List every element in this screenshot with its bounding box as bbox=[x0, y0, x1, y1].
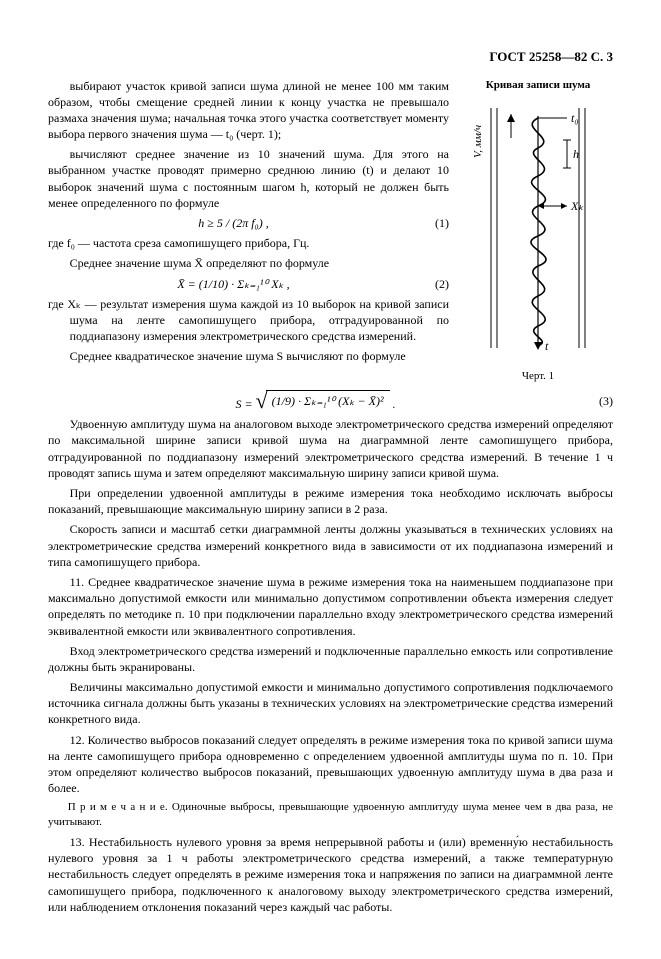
eqnum-1: (1) bbox=[419, 215, 449, 231]
formula-2: X̄ = (1/10) · Σₖ₌₁¹⁰ Xₖ , bbox=[48, 276, 419, 292]
para-13: 12. Количество выбросов показаний следуе… bbox=[48, 732, 613, 797]
note-1: П р и м е ч а н и е. Одиночные выбросы, … bbox=[48, 800, 613, 830]
figure-label-xk: Xₖ bbox=[570, 199, 584, 213]
para-9: Скорость записи и масштаб сетки диаграмм… bbox=[48, 521, 613, 570]
figure-label-h: h bbox=[573, 147, 579, 161]
para-12: Величины максимально допустимой емкости … bbox=[48, 679, 613, 728]
text-left-col: выбирают участок кривой записи шума длин… bbox=[48, 78, 449, 369]
page-header: ГОСТ 25258—82 С. 3 bbox=[48, 48, 613, 66]
figure-label-y: V, мм/ч bbox=[472, 125, 484, 158]
formula-3-row: S = √ (1/9) · Σₖ₌₁¹⁰ (Xₖ − X̄)² . (3) bbox=[48, 390, 613, 412]
para-7: Удвоенную амплитуду шума на аналоговом в… bbox=[48, 416, 613, 481]
eqnum-2: (2) bbox=[419, 276, 449, 292]
para-14: 13. Нестабильность нулевого уровня за вр… bbox=[48, 834, 613, 915]
para-8: При определении удвоенной амплитуды в ре… bbox=[48, 485, 613, 517]
para-6: Среднее квадратическое значение шума S в… bbox=[48, 348, 449, 364]
figure-label-t0: t₀ bbox=[571, 111, 579, 125]
figure-caption: Черт. 1 bbox=[463, 369, 613, 384]
formula-3-inside: (1/9) · Σₖ₌₁¹⁰ (Xₖ − X̄)² bbox=[266, 390, 390, 409]
figure-noise-curve: t₀ h Xₖ t V, мм/ч bbox=[463, 98, 613, 358]
para-2: вычисляют среднее значение из 10 значени… bbox=[48, 146, 449, 211]
formula-1-row: h ≥ 5 / (2π f₀) , (1) bbox=[48, 215, 449, 231]
para-3: где f₀ — частота среза самопишущего приб… bbox=[48, 235, 449, 251]
para-5: где Xₖ — результат измерения шума каждой… bbox=[48, 296, 449, 345]
formula-3: S = √ (1/9) · Σₖ₌₁¹⁰ (Xₖ − X̄)² . bbox=[48, 390, 583, 412]
sqrt-icon: √ (1/9) · Σₖ₌₁¹⁰ (Xₖ − X̄)² bbox=[256, 390, 390, 412]
para-11: Вход электрометрического средства измере… bbox=[48, 643, 613, 675]
eqnum-3: (3) bbox=[583, 393, 613, 409]
para-10: 11. Среднее квадратическое значение шума… bbox=[48, 574, 613, 639]
figure-column: Кривая записи шума t₀ h bbox=[463, 78, 613, 385]
formula-3-prefix: S = bbox=[235, 397, 255, 411]
para-4: Среднее значение шума X̄ определяют по ф… bbox=[48, 255, 449, 271]
para-1: выбирают участок кривой записи шума длин… bbox=[48, 78, 449, 143]
formula-2-row: X̄ = (1/10) · Σₖ₌₁¹⁰ Xₖ , (2) bbox=[48, 276, 449, 292]
two-column-region: выбирают участок кривой записи шума длин… bbox=[48, 78, 613, 385]
formula-1: h ≥ 5 / (2π f₀) , bbox=[48, 215, 419, 231]
figure-title: Кривая записи шума bbox=[463, 78, 613, 93]
page-root: ГОСТ 25258—82 С. 3 выбирают участок крив… bbox=[0, 0, 661, 959]
